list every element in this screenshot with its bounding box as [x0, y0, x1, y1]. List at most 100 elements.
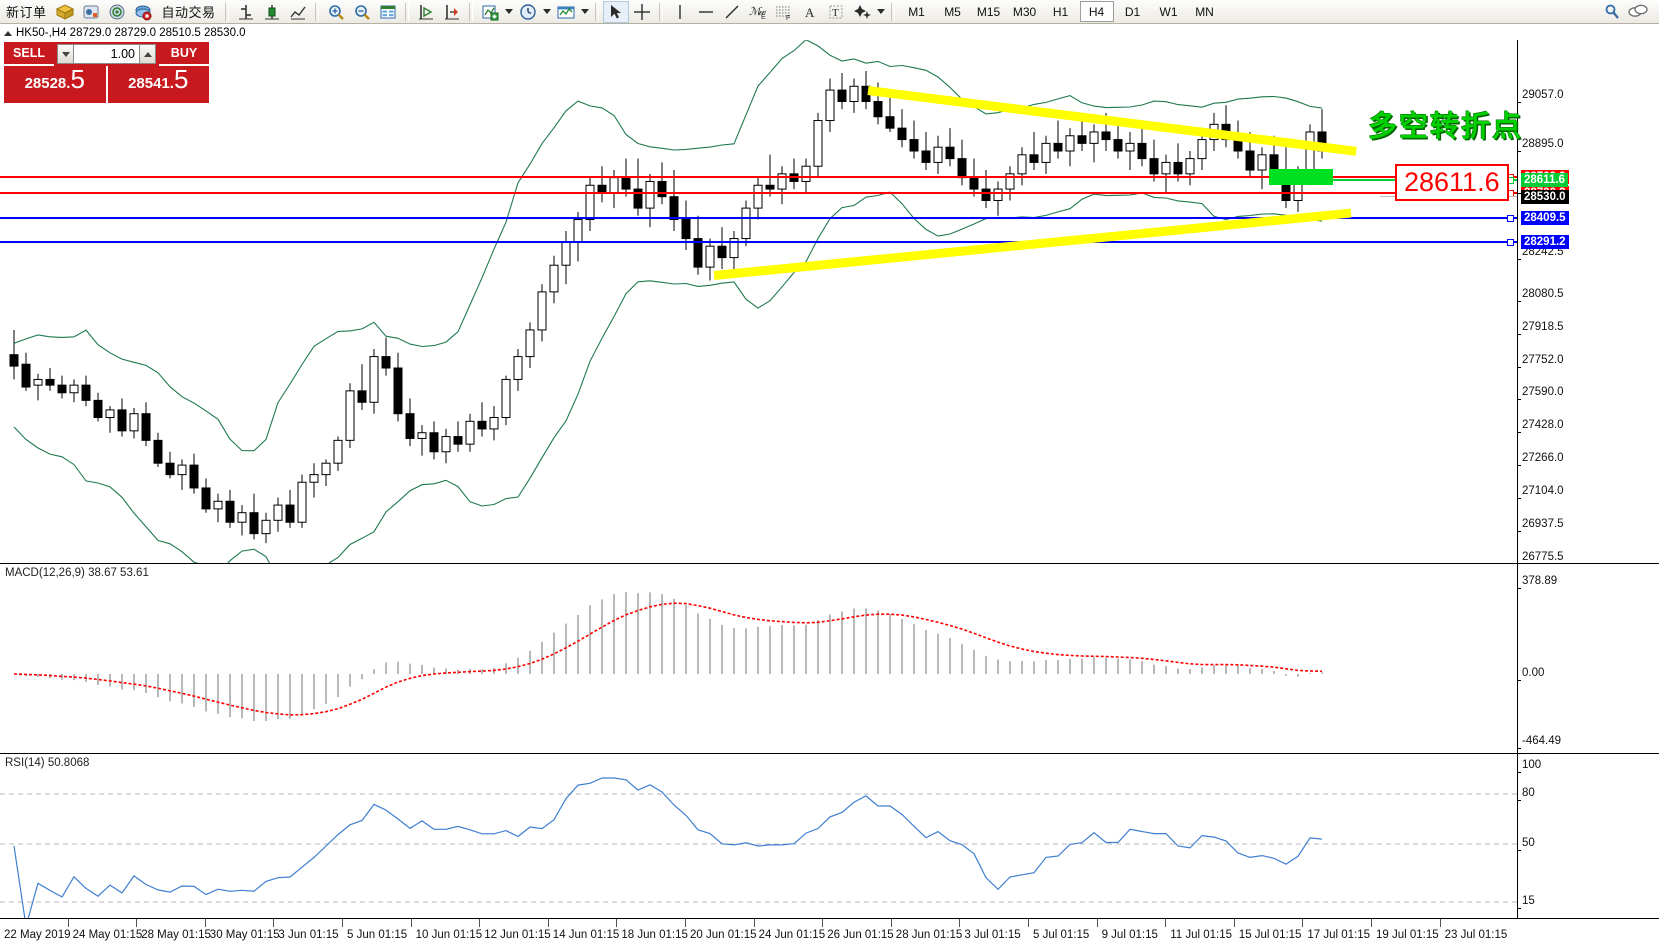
volume-decrease-button[interactable]: [57, 44, 74, 64]
autotrading-button[interactable]: 自动交易: [161, 5, 216, 20]
new-order-button[interactable]: 新订单: [6, 5, 47, 20]
rsi-tick: 100: [1516, 759, 1541, 778]
time-tick: [616, 919, 618, 927]
support-line-2[interactable]: [0, 239, 1517, 246]
rsi-tick: 50: [1517, 837, 1535, 856]
price-tick: 27752.0: [1517, 354, 1564, 373]
rsi-tick-label: 50: [1522, 837, 1535, 849]
candlestick-chart-icon[interactable]: [259, 1, 285, 23]
time-tick: [1096, 919, 1098, 927]
volume-stepper[interactable]: 1.00: [54, 42, 159, 66]
time-tick: [890, 919, 892, 927]
horizontal-line-icon[interactable]: [693, 1, 719, 23]
time-label: 9 Jul 01:15: [1101, 929, 1158, 941]
octp-controls-row: SELL 1.00 BUY: [4, 42, 209, 66]
timeframe-m30[interactable]: M30: [1012, 4, 1037, 19]
timeframe-d1[interactable]: D1: [1124, 4, 1141, 19]
add-indicator-icon[interactable]: [477, 1, 503, 23]
text-label-icon[interactable]: T: [823, 1, 849, 23]
auto-scroll-icon[interactable]: [413, 1, 439, 23]
toolbar-separator: [224, 2, 229, 21]
line-chart-icon[interactable]: [285, 1, 311, 23]
templates-dropdown-icon[interactable]: [579, 1, 591, 23]
time-tick: [273, 919, 275, 927]
buy-price[interactable]: 28541 . 5: [107, 66, 209, 103]
time-tick: [1165, 919, 1167, 927]
data-window-icon[interactable]: [375, 1, 401, 23]
svg-text:F: F: [786, 15, 790, 21]
resistance-line-2[interactable]: [0, 190, 1517, 197]
price-tick: 27104.0: [1517, 485, 1564, 504]
fibonacci-icon[interactable]: F: [771, 1, 797, 23]
time-label: 28 Jun 01:15: [895, 929, 963, 941]
objects-icon[interactable]: [849, 1, 875, 23]
zoom-in-icon[interactable]: [323, 1, 349, 23]
time-tick: [959, 919, 961, 927]
period-dropdown-icon[interactable]: [541, 1, 553, 23]
svg-text:E: E: [761, 14, 766, 21]
buy-button[interactable]: BUY: [159, 42, 209, 66]
toolbar-separator: [468, 2, 473, 21]
line-handle[interactable]: [1507, 215, 1514, 222]
timeframe-m15[interactable]: M15: [976, 4, 1001, 19]
time-tick: [753, 919, 755, 927]
cursor-icon[interactable]: [602, 0, 629, 23]
time-label: 28 May 01:15: [141, 929, 211, 941]
collapse-triangle-icon[interactable]: [4, 30, 12, 36]
rsi-label: RSI(14) 50.8068: [5, 757, 90, 769]
time-tick: [342, 919, 343, 927]
volume-input[interactable]: 1.00: [74, 44, 139, 64]
expert-advisors-icon[interactable]: [52, 1, 78, 23]
text-icon[interactable]: A: [797, 1, 823, 23]
sell-button[interactable]: SELL: [4, 42, 54, 66]
metaquotes-id-icon[interactable]: [78, 1, 104, 23]
toolbar-separator: [404, 2, 409, 21]
time-label: 3 Jul 01:15: [964, 929, 1021, 941]
timeframe-h1[interactable]: H1: [1052, 4, 1069, 19]
signals-icon[interactable]: [104, 1, 130, 23]
time-tick: [547, 919, 549, 927]
templates-icon[interactable]: [553, 1, 579, 23]
objects-dropdown-icon[interactable]: [875, 1, 887, 23]
price-tick: 27266.0: [1517, 452, 1564, 471]
macd-pane[interactable]: MACD(12,26,9) 38.67 53.61 378.89 0.00 -464…: [0, 563, 1659, 753]
crosshair-icon[interactable]: [629, 1, 655, 23]
period-icon[interactable]: [515, 1, 541, 23]
autotrading-icon[interactable]: [130, 1, 156, 23]
timeframe-m1[interactable]: M1: [908, 4, 925, 19]
price-tag-support[interactable]: 28291.2: [1521, 235, 1569, 249]
chart-shift-icon[interactable]: [439, 1, 465, 23]
macd-label: MACD(12,26,9) 38.67 53.61: [5, 567, 149, 579]
trendline-icon[interactable]: [719, 1, 745, 23]
price-tag-pivot[interactable]: 28611.6: [1521, 173, 1568, 187]
toolbar-separator: [890, 2, 895, 21]
zoom-out-icon[interactable]: [349, 1, 375, 23]
timeframe-h4[interactable]: H4: [1079, 1, 1114, 22]
add-indicator-dropdown-icon[interactable]: [503, 1, 515, 23]
sell-price[interactable]: 28528 . 5: [4, 66, 108, 103]
price-tick-label: 27590.0: [1522, 386, 1564, 398]
price-tick: 28080.5: [1517, 288, 1564, 307]
price-tick: 27918.5: [1517, 321, 1564, 340]
time-label: 18 Jun 01:15: [621, 929, 688, 941]
macd-axis-line: [1517, 564, 1518, 753]
rsi-tick: 80: [1517, 787, 1535, 806]
timeframe-w1[interactable]: W1: [1159, 4, 1178, 19]
chat-icon[interactable]: [1625, 1, 1651, 23]
volume-increase-button[interactable]: [139, 44, 156, 64]
rsi-axis-line: [1517, 754, 1518, 918]
bar-chart-icon[interactable]: [233, 1, 259, 23]
price-tag-support[interactable]: 28409.5: [1521, 211, 1569, 225]
price-chart-pane[interactable]: 29057.028895.028566.528242.528080.527918…: [0, 40, 1659, 597]
price-tag-last-price[interactable]: 28530.0: [1521, 190, 1569, 204]
rsi-pane[interactable]: RSI(14) 50.8068 100 80 50 15: [0, 753, 1659, 918]
timeframe-mn[interactable]: MN: [1195, 4, 1214, 19]
line-handle[interactable]: [1507, 239, 1514, 246]
candlestick-canvas: [9, 40, 1327, 563]
time-label: 19 Jul 01:15: [1376, 929, 1439, 941]
search-icon[interactable]: [1599, 1, 1625, 23]
vertical-line-icon[interactable]: [667, 1, 693, 23]
support-line-1[interactable]: [0, 215, 1517, 222]
timeframe-m5[interactable]: M5: [944, 4, 961, 19]
